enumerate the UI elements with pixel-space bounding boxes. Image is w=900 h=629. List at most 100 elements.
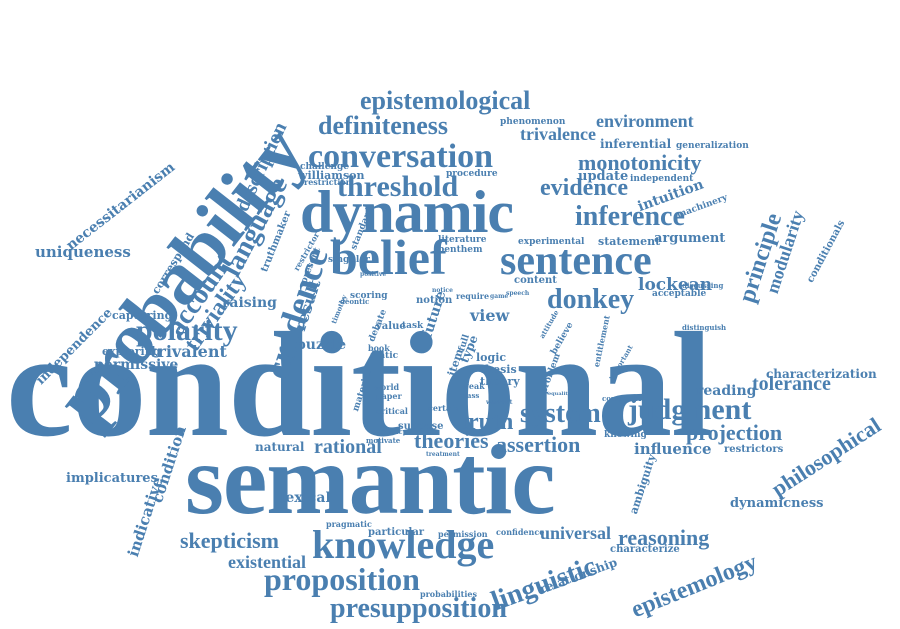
word-exploring: exploring — [102, 345, 161, 358]
word-belief: belief — [330, 229, 447, 285]
word-particular: particular — [368, 527, 425, 538]
word-view: view — [470, 306, 510, 325]
word-dynamic: dynamic — [300, 179, 514, 245]
word-influence: influence — [634, 440, 712, 458]
word-discussing: discussing — [682, 281, 724, 290]
word-static: static — [370, 351, 399, 361]
word-content: content — [514, 275, 557, 286]
word-value: value — [376, 321, 406, 332]
word-donkey: donkey — [547, 284, 635, 315]
word-natural: natural — [255, 440, 305, 454]
word-require: require — [456, 291, 490, 301]
word-acceptable: acceptable — [652, 289, 707, 299]
word-theory: theory — [480, 375, 520, 388]
word-probabilities: probabilities — [420, 589, 477, 599]
word-epistemological: epistemological — [360, 86, 531, 115]
word-phenomenon: phenomenon — [500, 117, 566, 127]
word-distinguish: distinguish — [682, 323, 727, 332]
word-presupposition: presupposition — [330, 593, 507, 624]
word-lockean: lockean — [638, 275, 713, 295]
word-proposition: proposition — [264, 561, 420, 597]
word-class: class — [460, 391, 480, 400]
word-pragmatic: pragmatic — [326, 519, 372, 529]
word-trivalent: trivalent — [150, 342, 227, 361]
word-thesis: thesis — [480, 363, 517, 376]
word-conversation: conversation — [308, 138, 494, 175]
word-semantic: semantic — [185, 424, 556, 535]
word-suppose: suppose — [398, 421, 444, 432]
word-equality: equality — [548, 391, 571, 397]
word-speech: speech — [506, 290, 530, 297]
word-capturing: capturing — [112, 309, 173, 322]
word-critical: critical — [376, 406, 408, 416]
word-knowing: knowing — [604, 430, 647, 440]
word-singular: singular — [328, 255, 370, 265]
word-weak: weak — [462, 381, 485, 391]
word-notion: notion — [416, 295, 453, 306]
word-conditional: conditional — [6, 302, 713, 468]
word-update: update — [578, 169, 629, 184]
word-truth: truth — [460, 409, 514, 435]
word-sentence: sentence — [500, 238, 652, 284]
word-statement: statement — [598, 235, 661, 248]
word-experimental: experimental — [518, 237, 585, 247]
word-trivalence: trivalence — [520, 124, 596, 144]
word-definiteness: definiteness — [318, 111, 448, 140]
word-permission: permission — [438, 529, 488, 539]
word-threshold: threshold — [337, 170, 459, 203]
word-knowledge: knowledge — [312, 522, 495, 567]
word-dynamicness: dynamicness — [730, 496, 824, 511]
word-existential: existential — [228, 552, 306, 572]
word-argument: argument — [654, 231, 726, 246]
word-task: task — [402, 321, 424, 331]
word-benthem: benthem — [438, 245, 483, 255]
word-raising: raising — [222, 295, 277, 311]
word-philosophical: philosophical — [766, 412, 886, 502]
word-notice: notice — [432, 287, 453, 294]
word-theories: theories — [414, 428, 489, 453]
word-positive: positive — [360, 271, 387, 278]
word-implicatures: implicatures — [66, 471, 158, 486]
word-epistemology: epistemology — [627, 549, 761, 624]
word-monotonicity: monotonicity — [578, 150, 702, 175]
word-motivate: motivate — [366, 436, 401, 445]
word-puzzle: puzzle — [296, 337, 347, 353]
word-certain: certain — [428, 403, 460, 413]
word-independent: independent — [630, 174, 694, 184]
word-assertion: assertion — [496, 432, 581, 457]
word-logic: logic — [476, 351, 507, 364]
word-procedure: procedure — [446, 169, 498, 179]
word-treatment: treatment — [426, 451, 460, 458]
word-paper: paper — [376, 391, 402, 401]
word-inference: inference — [575, 201, 685, 232]
word-restriction: restriction — [304, 177, 352, 187]
word-characterization: characterization — [766, 367, 877, 381]
word-tolerance: tolerance — [752, 373, 831, 395]
word-world: world — [374, 382, 400, 392]
word-projection: projection — [686, 420, 783, 445]
word-warrant: warrant — [486, 399, 513, 406]
word-book: book — [368, 343, 390, 353]
word-reasoning: reasoning — [618, 525, 710, 550]
word-polarity: polarity — [136, 314, 238, 347]
word-system: system — [520, 398, 601, 429]
word-reading: reading — [696, 383, 757, 399]
word-literature: literature — [438, 235, 487, 245]
word-accuracy: accuracy — [372, 427, 407, 436]
word-generalization: generalization — [676, 141, 749, 151]
word-universal: universal — [540, 523, 612, 543]
word-game: game — [490, 293, 509, 300]
word-compatible: compatible — [602, 394, 646, 403]
word-deontic: deontic — [340, 297, 370, 306]
word-inferential: inferential — [600, 137, 672, 151]
word-characterize: characterize — [610, 544, 680, 555]
word-lexical: lexical — [280, 490, 331, 506]
word-restrictors: restrictors — [724, 444, 784, 455]
word-challenge: challenge — [300, 162, 349, 172]
word-williamson: williamson — [298, 169, 365, 182]
word-confidence: confidence — [496, 527, 545, 537]
word-scoring: scoring — [350, 291, 388, 301]
word-conditionals: conditionals — [805, 218, 848, 285]
word-judgment: judgment — [628, 393, 752, 426]
